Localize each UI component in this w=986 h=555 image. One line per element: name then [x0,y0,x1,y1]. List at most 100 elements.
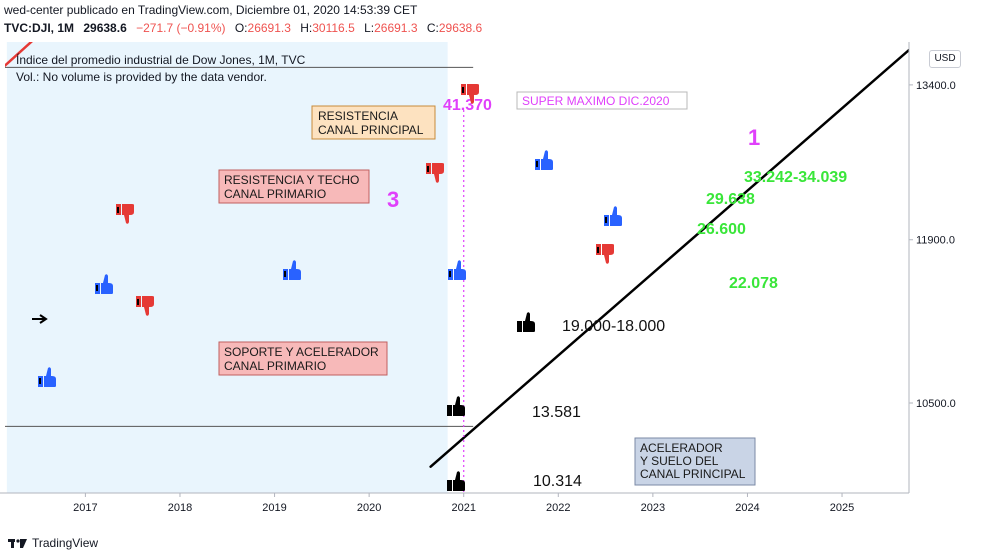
high-label: H: [300,21,313,35]
soporte-acelerador-label: SOPORTE Y ACELERADOR CANAL PRIMARIO [224,345,379,373]
high-value: 30116.5 [312,21,355,35]
acelerador-suelo-label: ACELERADOR Y SUELO DEL CANAL PRINCIPAL [640,441,746,481]
level-19-label: 19.000-18.000 [562,318,665,335]
price-change: −271.7 (−0.91%) [136,21,226,35]
time-tick-label: 2019 [262,502,286,514]
resistencia-canal-box [311,105,436,140]
legend-title: Índice del promedio industrial de Dow Jo… [16,53,306,67]
open-value: 26691.3 [247,21,291,35]
ohlc-bar: TVC:DJI, 1M 29638.6 −271.7 (−0.91%) O:26… [4,21,482,35]
footer-brand[interactable]: TradingView [8,536,98,550]
trend-line-black [429,48,909,468]
time-tick-label: 2018 [168,502,192,514]
thumbs-up-icon [604,206,622,226]
thumb-finger [46,367,51,376]
time-tick-label: 2021 [451,502,475,514]
thumb-hand [610,215,622,226]
thumb-finger [124,215,129,224]
thumb-hand [101,283,113,294]
thumb-finger [612,206,617,215]
thumb-hand [432,163,444,174]
thumb-detail [96,285,98,291]
thumbs-down-icon [461,84,479,104]
time-tick-label: 2020 [357,502,381,514]
thumb-finger [469,95,474,104]
thumb-cuff [447,480,452,491]
level-33-label: 33.242-34.039 [744,169,847,186]
tradingview-logo-icon [8,539,27,548]
thumb-finger [525,312,530,321]
thumb-hand [142,296,154,307]
thumb-hand [289,269,301,280]
thumb-hand [454,269,466,280]
thumbs-up-icon [283,260,301,280]
thumb-detail [462,87,464,93]
level-13-label: 13.581 [532,404,581,421]
time-tick-label: 2017 [73,502,97,514]
thumb-finger [144,307,149,316]
thumb-cuff [447,405,452,416]
resistencia-canal-label: RESISTENCIA CANAL PRINCIPAL [318,109,424,137]
soporte-acelerador-box [218,341,388,376]
thumb-finger [103,274,108,283]
resistencia-techo-box [218,169,370,204]
thumb-detail [605,217,607,223]
low-value: 26691.3 [374,21,418,35]
close-value: 29638.6 [438,21,483,35]
thumb-hand [523,321,535,332]
close-label: C: [426,21,439,35]
price-tick-label: 11900.0 [916,235,955,247]
thumb-detail [536,161,538,167]
thumbs-down-icon [136,296,154,316]
level-29-label: 29.638 [706,191,755,208]
time-tick-label: 2025 [830,502,854,514]
thumb-detail [449,271,451,277]
thumbs-up-icon [447,396,465,416]
time-axis[interactable]: 2017 2018 2019 2020 2021 2022 2023 2024 2025 [0,492,909,514]
thumb-hand [541,159,553,170]
thumbs-up-icon [535,150,553,170]
thumbs-down-icon [116,204,134,224]
publish-info: wed-center publicado en TradingView.com,… [4,3,418,17]
thumb-finger [434,174,439,183]
thumb-finger [543,150,548,159]
thumb-hand [453,480,465,491]
arrow-right-icon [32,314,48,324]
thumbs-down-icon [426,163,444,183]
thumb-cuff [517,321,522,332]
time-tick-label: 2023 [641,502,665,514]
thumb-detail [427,166,429,172]
price-axis[interactable]: 52000.044000.039000.033000.029638.625000… [908,0,968,493]
level-10-label: 10.314 [533,473,582,490]
thumbs-up-icon [38,367,56,387]
symbol[interactable]: TVC:DJI, 1M [4,21,75,35]
time-tick-label: 2022 [546,502,570,514]
thumb-hand [602,244,614,255]
thumb-hand [122,204,134,215]
price-tick-label: 10500.0 [916,398,956,410]
level-26-label: 26.600 [697,221,746,238]
max-value-label: 41.370 [443,97,492,114]
price-area [6,42,448,493]
level-22-label: 22.078 [729,275,778,292]
acelerador-suelo-box [634,437,756,486]
currency-button[interactable]: USD [929,50,961,68]
wave-1-label: 1 [748,125,760,150]
thumb-finger [291,260,296,269]
thumbs-up-icon [448,260,466,280]
thumb-detail [117,207,119,213]
thumb-finger [604,255,609,264]
resistencia-techo-label: RESISTENCIA Y TECHO CANAL PRIMARIO [224,173,359,201]
time-tick-label: 2024 [735,502,759,514]
thumb-finger [455,471,460,480]
thumb-detail [284,271,286,277]
thumb-hand [467,84,479,95]
price-tick-label: 13400.0 [916,80,956,92]
wave-3-label: 3 [387,187,399,212]
thumb-finger [456,260,461,269]
thumb-detail [137,299,139,305]
thumbs-up-icon [95,274,113,294]
volume-note: Vol.: No volume is provided by the data … [16,70,267,84]
low-label: L: [364,21,375,35]
